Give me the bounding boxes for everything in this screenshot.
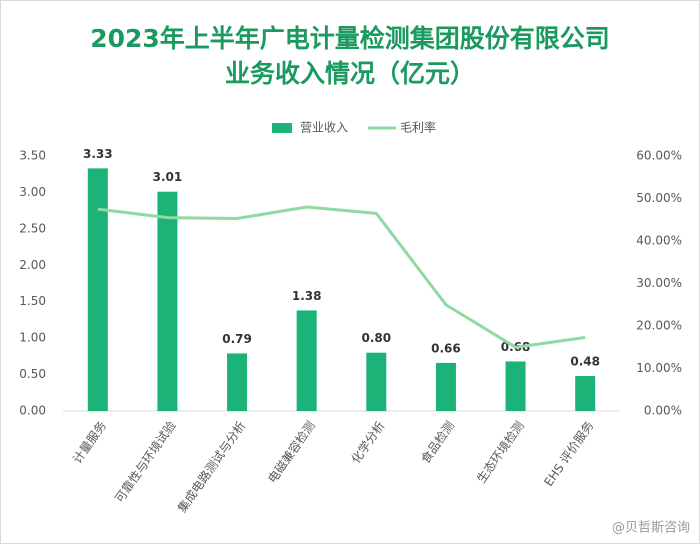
chart-title: 2023年上半年广电计量检测集团股份有限公司 <box>90 24 610 53</box>
value-label: 3.33 <box>83 147 113 161</box>
line <box>97 205 586 349</box>
bar <box>435 362 456 411</box>
chart-subtitle: 业务收入情况（亿元） <box>225 59 475 88</box>
y-tick-label: 0.50 <box>19 367 46 381</box>
legend-label: 毛利率 <box>400 120 436 135</box>
value-label: 3.01 <box>153 170 183 184</box>
y2-tick-label: 40.00% <box>636 234 682 248</box>
bar <box>157 191 178 411</box>
value-label: 0.66 <box>431 341 461 355</box>
y2-tick-label: 0.00% <box>644 404 682 418</box>
bar <box>575 376 596 411</box>
legend-label: 营业收入 <box>300 121 348 135</box>
y-tick-label: 1.00 <box>19 331 46 345</box>
y2-tick-label: 30.00% <box>636 276 682 290</box>
bar <box>366 352 387 411</box>
bar <box>87 168 108 411</box>
bar <box>296 310 317 411</box>
y2-tick-label: 20.00% <box>636 319 682 333</box>
y-tick-label: 0.00 <box>19 404 46 418</box>
y2-tick-label: 60.00% <box>636 149 682 163</box>
y-tick-label: 3.50 <box>19 149 46 163</box>
value-label: 0.79 <box>222 332 252 346</box>
bar <box>227 353 248 411</box>
y2-tick-label: 10.00% <box>636 361 682 375</box>
legend-swatch <box>272 123 292 133</box>
y2-tick-label: 50.00% <box>636 191 682 205</box>
y-tick-label: 1.50 <box>19 294 46 308</box>
y-tick-label: 2.00 <box>19 258 46 272</box>
watermark: @贝哲斯咨询 <box>612 521 690 536</box>
y-tick-label: 3.00 <box>19 185 46 199</box>
value-label: 1.38 <box>292 289 322 303</box>
value-label: 0.80 <box>362 331 392 345</box>
bar <box>505 361 526 411</box>
y-tick-label: 2.50 <box>19 221 46 235</box>
value-label: 0.48 <box>570 355 600 369</box>
